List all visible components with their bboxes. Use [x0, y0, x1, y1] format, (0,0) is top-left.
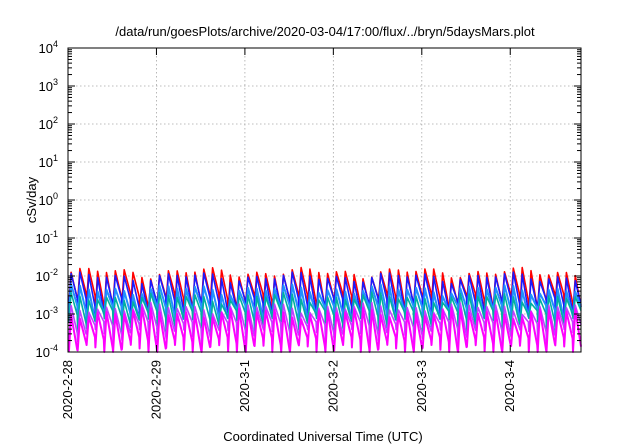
x-axis-ticks: 2020-2-28 2020-2-29 2020-3-1 2020-3-2 2020-3… [60, 48, 517, 419]
y-tick-label: 10-1 [36, 229, 58, 246]
x-tick-label: 2020-3-2 [325, 360, 340, 412]
y-tick-label: 102 [39, 115, 58, 132]
y-tick-label: 103 [39, 77, 58, 94]
x-tick-label: 2020-3-3 [414, 360, 429, 412]
y-tick-label: 101 [39, 153, 58, 170]
y-tick-label: 10-2 [36, 267, 58, 284]
plot-series [67, 266, 582, 353]
x-tick-label: 2020-2-29 [148, 360, 163, 419]
y-tick-label: 10-3 [36, 305, 58, 322]
series-line [67, 306, 582, 353]
y-tick-label: 104 [39, 39, 58, 56]
y-tick-label: 100 [39, 191, 58, 208]
x-tick-label: 2020-2-28 [60, 360, 75, 419]
chart-title: /data/run/goesPlots/archive/2020-03-04/1… [115, 24, 535, 39]
y-tick-label: 10-4 [36, 343, 58, 360]
x-tick-label: 2020-3-4 [502, 360, 517, 412]
y-axis-ticks: 10-4 10-3 10-2 10-1 100 101 102 103 104 [36, 39, 581, 360]
series-line [68, 291, 582, 334]
x-axis-label: Coordinated Universal Time (UTC) [223, 429, 422, 444]
y-axis-label: cSv/day [24, 176, 39, 223]
x-tick-label: 2020-3-1 [237, 360, 252, 412]
